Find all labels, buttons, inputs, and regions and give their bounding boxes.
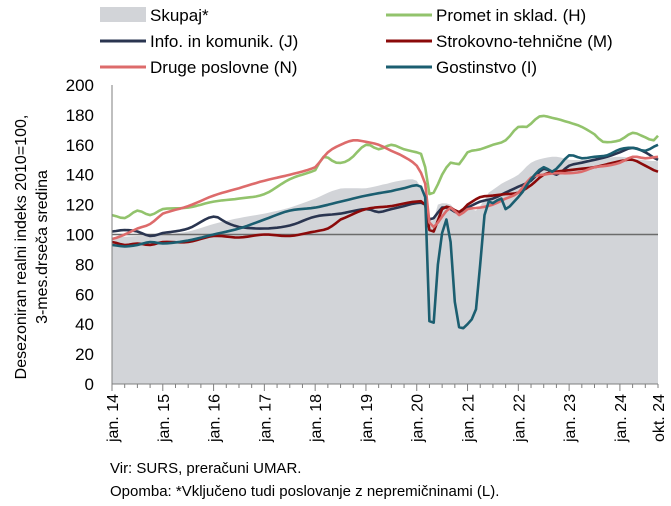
x-tick-label: jan. 24: [613, 394, 630, 443]
source-note: Vir: SURS, preračuni UMAR.: [110, 460, 302, 477]
y-tick-label: 160: [66, 136, 94, 155]
y-tick-label: 40: [75, 315, 94, 334]
legend: Skupaj* Promet in sklad. (H) Info. in komu…: [100, 6, 613, 77]
series-area-skupaj: [112, 156, 658, 384]
legend-label: Strokovno-tehnične (M): [436, 32, 613, 51]
legend-label: Gostinstvo (I): [436, 58, 537, 77]
y-tick-label: 100: [66, 226, 94, 245]
plot-area: [111, 114, 659, 384]
legend-swatch: [100, 7, 146, 22]
y-axis-label: Desezoniran realni indeks 2010=100, 3-mes…: [13, 115, 51, 380]
x-tick-label: jan. 20: [410, 394, 427, 443]
series-line-info-in-komunik-j: [111, 146, 659, 238]
legend-label: Skupaj*: [150, 6, 209, 25]
x-tick-label: okt. 24: [651, 394, 668, 442]
x-axis: jan. 14 jan. 15 jan. 16 jan. 17 jan. 18 jan. …: [105, 85, 668, 443]
y-tick-label: 60: [75, 285, 94, 304]
legend-label: Druge poslovne (N): [150, 58, 297, 77]
x-tick-label: jan. 22: [511, 394, 528, 443]
series-line-druge-poslovne-n: [111, 139, 659, 241]
footnote: Opomba: *Vključeno tudi poslovanje z nep…: [110, 483, 500, 500]
x-tick-label: jan. 23: [562, 394, 579, 443]
x-tick-label: jan. 15: [156, 394, 173, 443]
series-line-gostinstvo-i: [111, 143, 659, 330]
x-tick-label: jan. 17: [257, 394, 274, 443]
y-tick-label: 80: [75, 255, 94, 274]
y-tick-label: 120: [66, 196, 94, 215]
x-tick-label: jan. 21: [461, 394, 478, 443]
y-axis: 0 20 40 60 80 100 120 140 160 180 200: [66, 76, 94, 394]
x-tick-label: jan. 14: [105, 394, 122, 443]
legend-label: Info. in komunik. (J): [150, 32, 298, 51]
x-tick-label: jan. 18: [308, 394, 325, 443]
y-tick-label: 200: [66, 76, 94, 95]
x-tick-label: jan. 19: [359, 394, 376, 443]
y-tick-label: 180: [66, 106, 94, 125]
y-tick-label: 140: [66, 166, 94, 185]
y-tick-label: 0: [85, 375, 94, 394]
legend-label: Promet in sklad. (H): [436, 6, 586, 25]
y-tick-label: 20: [75, 345, 94, 364]
x-tick-label: jan. 16: [207, 394, 224, 443]
